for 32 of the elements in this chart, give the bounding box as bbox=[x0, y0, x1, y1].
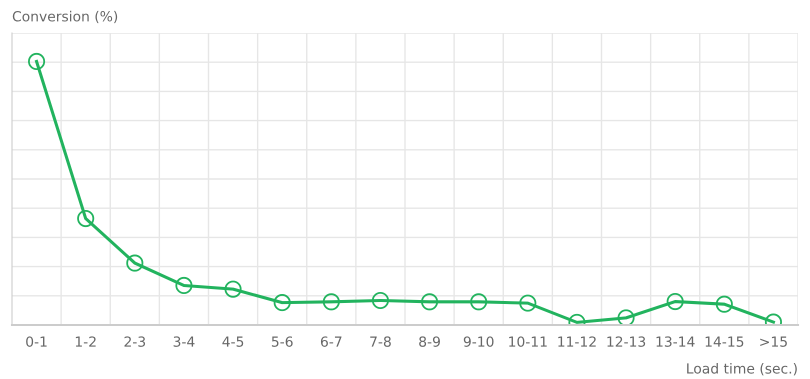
x-tick-label: 2-3 bbox=[124, 336, 146, 347]
point bbox=[618, 309, 635, 325]
point bbox=[274, 294, 291, 312]
x-tick-label: 6-7 bbox=[320, 336, 342, 347]
point bbox=[470, 293, 488, 310]
x-tick-label: 11-12 bbox=[558, 336, 596, 347]
x-tick-label: 9-10 bbox=[464, 336, 494, 347]
x-tick-label: 13-14 bbox=[656, 336, 695, 347]
point bbox=[175, 276, 192, 294]
point bbox=[519, 294, 536, 312]
x-tick-label: >15 bbox=[760, 336, 787, 347]
x-axis-title: Load time (sec.) bbox=[687, 362, 797, 376]
point bbox=[126, 254, 144, 272]
point bbox=[322, 293, 340, 310]
x-tick-label: 7-8 bbox=[370, 336, 391, 347]
x-tick-label: 14-15 bbox=[706, 336, 744, 347]
x-tick-label: 4-5 bbox=[222, 336, 244, 347]
point bbox=[77, 210, 94, 228]
x-tick-label: 3-4 bbox=[174, 336, 194, 347]
point bbox=[372, 292, 389, 310]
point bbox=[421, 293, 438, 310]
x-tick-label: 0-1 bbox=[26, 336, 47, 347]
y-axis-title: Conversion (%) bbox=[12, 10, 118, 24]
point bbox=[666, 293, 684, 310]
x-tick-label: 10-11 bbox=[509, 336, 547, 347]
point bbox=[28, 52, 46, 70]
x-tick-label: 1-2 bbox=[76, 336, 96, 347]
point bbox=[716, 296, 733, 313]
x-tick-label: 12-13 bbox=[607, 336, 646, 347]
point bbox=[224, 280, 242, 298]
x-tick-label: 8-9 bbox=[419, 336, 440, 347]
x-tick-label: 5-6 bbox=[272, 336, 293, 347]
